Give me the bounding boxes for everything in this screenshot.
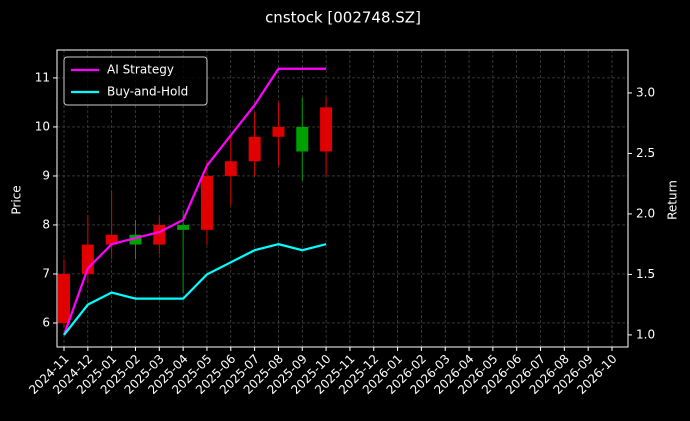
chart-title: cnstock [002748.SZ] [265, 9, 421, 27]
y2-axis-label: Return [666, 180, 680, 220]
candle-body [320, 107, 333, 152]
grid [57, 50, 628, 347]
candle-body [58, 273, 70, 323]
y2-tick-label: 2.5 [636, 146, 655, 160]
legend-label: AI Strategy [107, 63, 174, 77]
y-tick-label: 8 [42, 217, 50, 231]
candle-body [153, 224, 166, 245]
line-series [63, 243, 327, 336]
y2-tick-label: 2.0 [636, 206, 655, 220]
y2-tick-label: 1.0 [636, 327, 655, 341]
candle-body [105, 234, 118, 245]
y-tick-label: 10 [35, 119, 50, 133]
line-series [62, 67, 327, 336]
candle-body [272, 126, 285, 137]
legend-box [63, 56, 208, 106]
candle-body [296, 126, 309, 152]
y2-tick-label: 1.5 [636, 267, 655, 281]
candle-body [177, 224, 190, 230]
candle-body [248, 136, 261, 162]
plot-frame [56, 49, 629, 348]
candle-body [200, 175, 213, 230]
y-tick-label: 7 [42, 266, 50, 280]
candle-body [129, 234, 142, 245]
y-tick-label: 6 [42, 315, 50, 329]
y-axis-label: Price [10, 185, 24, 214]
legend-label: Buy-and-Hold [107, 85, 188, 99]
y2-tick-label: 3.0 [636, 85, 655, 99]
candle-body [224, 161, 237, 176]
y-tick-label: 9 [42, 168, 50, 182]
y-tick-label: 11 [35, 70, 50, 84]
plot [58, 67, 333, 336]
